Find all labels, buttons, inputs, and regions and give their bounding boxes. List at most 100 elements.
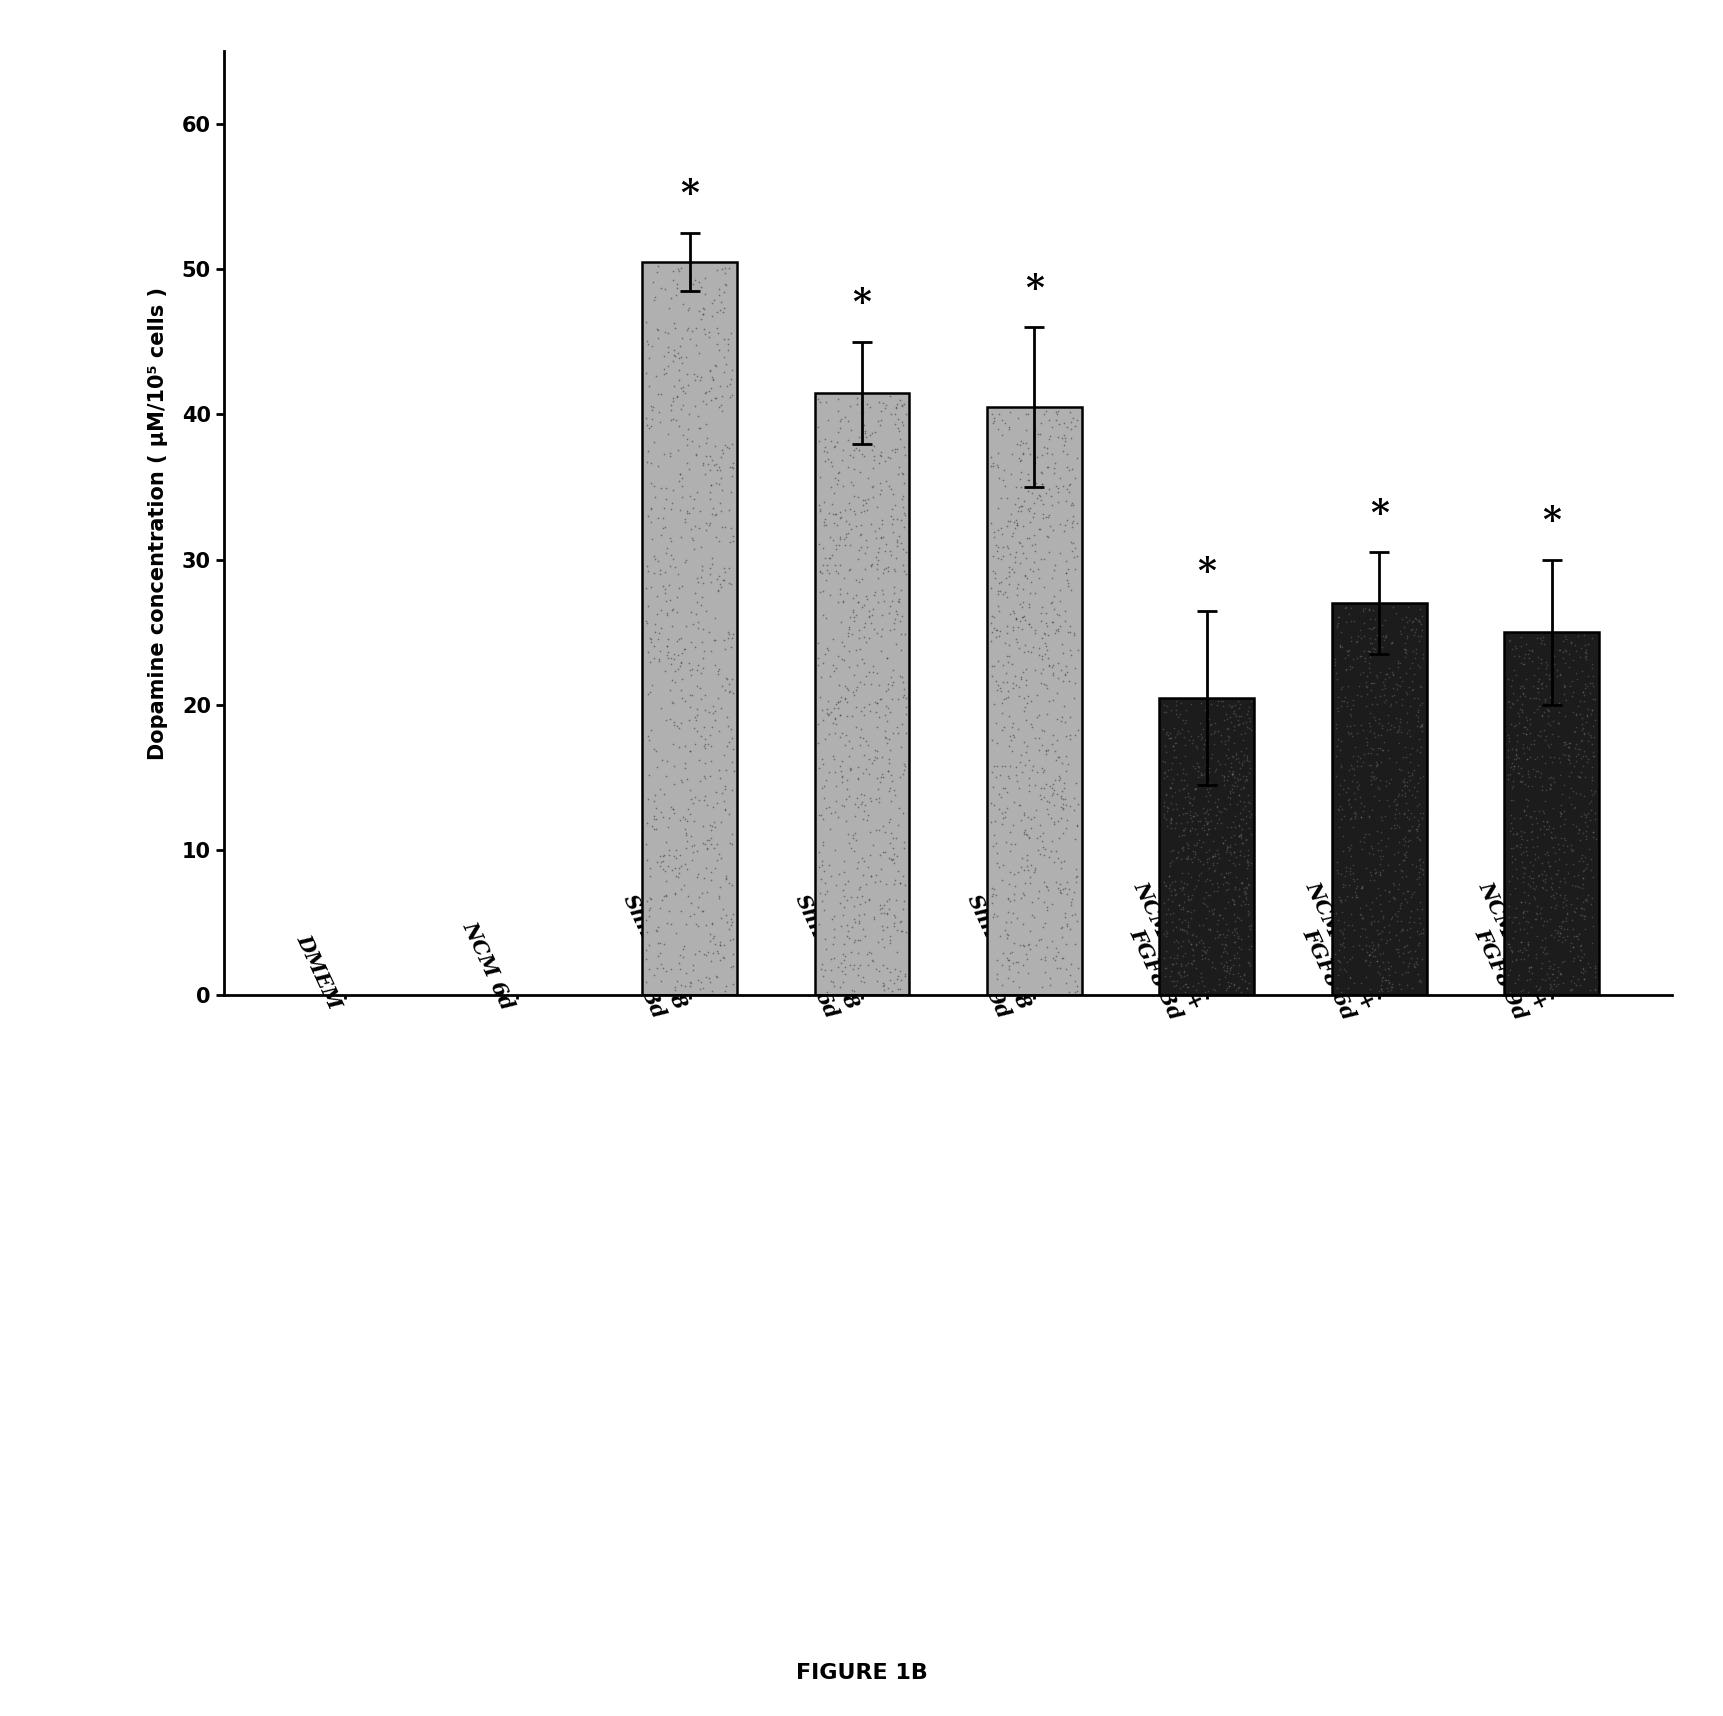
Point (687, 897, 715, 925)
Point (1504, 753, 1532, 781)
Point (992, 532, 1020, 559)
Point (718, 462, 746, 489)
Point (1215, 959, 1242, 987)
Point (1173, 844, 1201, 872)
Point (998, 554, 1025, 582)
Point (663, 559, 691, 587)
Point (1356, 644, 1384, 671)
Point (632, 810, 660, 837)
Point (860, 743, 887, 770)
Point (1180, 800, 1208, 827)
Point (863, 690, 891, 717)
Point (1392, 877, 1420, 904)
Point (1408, 762, 1435, 789)
Point (1370, 674, 1397, 702)
Point (870, 702, 898, 729)
Point (880, 491, 908, 518)
Point (1225, 882, 1253, 909)
Point (851, 539, 879, 566)
Point (703, 501, 731, 529)
Point (849, 613, 877, 640)
Point (1166, 719, 1194, 746)
Point (829, 587, 856, 614)
Point (1194, 897, 1222, 925)
Point (1568, 873, 1595, 901)
Point (1390, 635, 1418, 662)
Point (1172, 844, 1199, 872)
Point (1549, 825, 1577, 853)
Point (1544, 923, 1571, 951)
Point (843, 674, 870, 702)
Point (689, 786, 717, 813)
Point (1211, 949, 1239, 976)
Point (989, 534, 1017, 561)
Point (1397, 734, 1425, 762)
Point (1063, 510, 1091, 537)
Point (1561, 894, 1589, 921)
Point (1048, 704, 1075, 731)
Point (1337, 719, 1365, 746)
Point (1061, 407, 1089, 434)
Point (1554, 784, 1582, 812)
Point (701, 963, 729, 990)
Point (1570, 621, 1597, 649)
Point (696, 733, 724, 760)
Point (1153, 721, 1180, 748)
Point (1513, 908, 1540, 935)
Point (718, 908, 746, 935)
Point (1552, 625, 1580, 652)
Point (638, 494, 665, 522)
Point (1504, 805, 1532, 832)
Point (1551, 927, 1578, 954)
Point (1558, 810, 1585, 837)
Point (1213, 916, 1241, 944)
Point (663, 275, 691, 302)
Point (1385, 927, 1413, 954)
Point (1544, 722, 1571, 750)
Point (1366, 734, 1394, 762)
Point (660, 709, 687, 736)
Point (992, 908, 1020, 935)
Point (1206, 942, 1234, 970)
Point (856, 553, 884, 580)
Point (653, 352, 681, 379)
Point (1149, 789, 1177, 817)
Point (1515, 644, 1542, 671)
Point (648, 571, 675, 599)
Point (986, 781, 1013, 808)
Point (812, 635, 839, 662)
Point (1516, 731, 1544, 758)
Point (1508, 698, 1535, 726)
Point (1537, 921, 1564, 949)
Point (1030, 619, 1058, 647)
Point (1325, 631, 1353, 659)
Point (1358, 939, 1385, 966)
Point (1160, 795, 1187, 822)
Point (689, 654, 717, 681)
Point (1527, 966, 1554, 994)
Point (1406, 712, 1434, 740)
Point (1325, 736, 1353, 764)
Point (1511, 837, 1539, 865)
Point (653, 539, 681, 566)
Point (1013, 820, 1041, 848)
Point (815, 544, 843, 571)
Point (994, 947, 1022, 975)
Point (860, 455, 887, 482)
Point (1158, 733, 1185, 760)
Point (643, 738, 670, 765)
Point (1394, 832, 1421, 860)
Point (1227, 978, 1254, 1006)
Point (887, 621, 915, 649)
Point (1044, 410, 1072, 438)
Point (886, 908, 913, 935)
Point (874, 443, 901, 470)
Point (889, 492, 917, 520)
Point (703, 846, 731, 873)
Point (653, 909, 681, 937)
Point (1368, 714, 1396, 741)
Point (1215, 973, 1242, 1000)
Point (1528, 743, 1556, 770)
Point (805, 879, 832, 906)
Point (667, 767, 694, 795)
